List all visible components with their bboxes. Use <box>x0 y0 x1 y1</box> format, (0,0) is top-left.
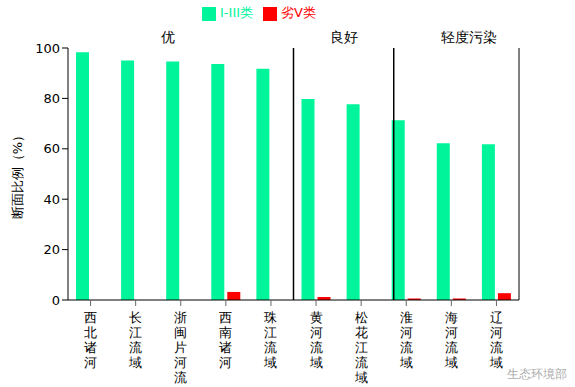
svg-text:轻度污染: 轻度污染 <box>441 29 497 45</box>
html-text:生态环境部: 生态环境部 <box>507 367 567 381</box>
svg-text:60: 60 <box>43 141 60 156</box>
svg-text:100: 100 <box>35 41 60 56</box>
svg-text:浙闽片河流: 浙闽片河流 <box>174 310 187 385</box>
svg-text:辽河流域: 辽河流域 <box>489 310 503 370</box>
html-text:I-III类: I-III类 <box>220 5 254 20</box>
svg-text:20: 20 <box>43 242 60 257</box>
svg-text:黄河流域: 黄河流域 <box>309 310 323 370</box>
svg-text:80: 80 <box>43 91 60 106</box>
svg-text:长江流域: 长江流域 <box>128 310 142 370</box>
svg-text:淮河流域: 淮河流域 <box>399 310 413 370</box>
svg-text:珠江流域: 珠江流域 <box>263 310 277 370</box>
svg-text:海河流域: 海河流域 <box>444 310 458 370</box>
svg-text:松花江流域: 松花江流域 <box>354 310 368 385</box>
svg-text:良好: 良好 <box>330 29 358 45</box>
svg-text:40: 40 <box>43 192 60 207</box>
svg-text:西北诸河: 西北诸河 <box>84 310 97 370</box>
svg-text:优: 优 <box>161 29 175 45</box>
svg-text:断面比例（%）: 断面比例（%） <box>10 129 25 219</box>
svg-text:0: 0 <box>52 293 60 308</box>
html-text:劣V类: 劣V类 <box>281 5 316 20</box>
svg-text:西南诸河: 西南诸河 <box>219 310 232 370</box>
